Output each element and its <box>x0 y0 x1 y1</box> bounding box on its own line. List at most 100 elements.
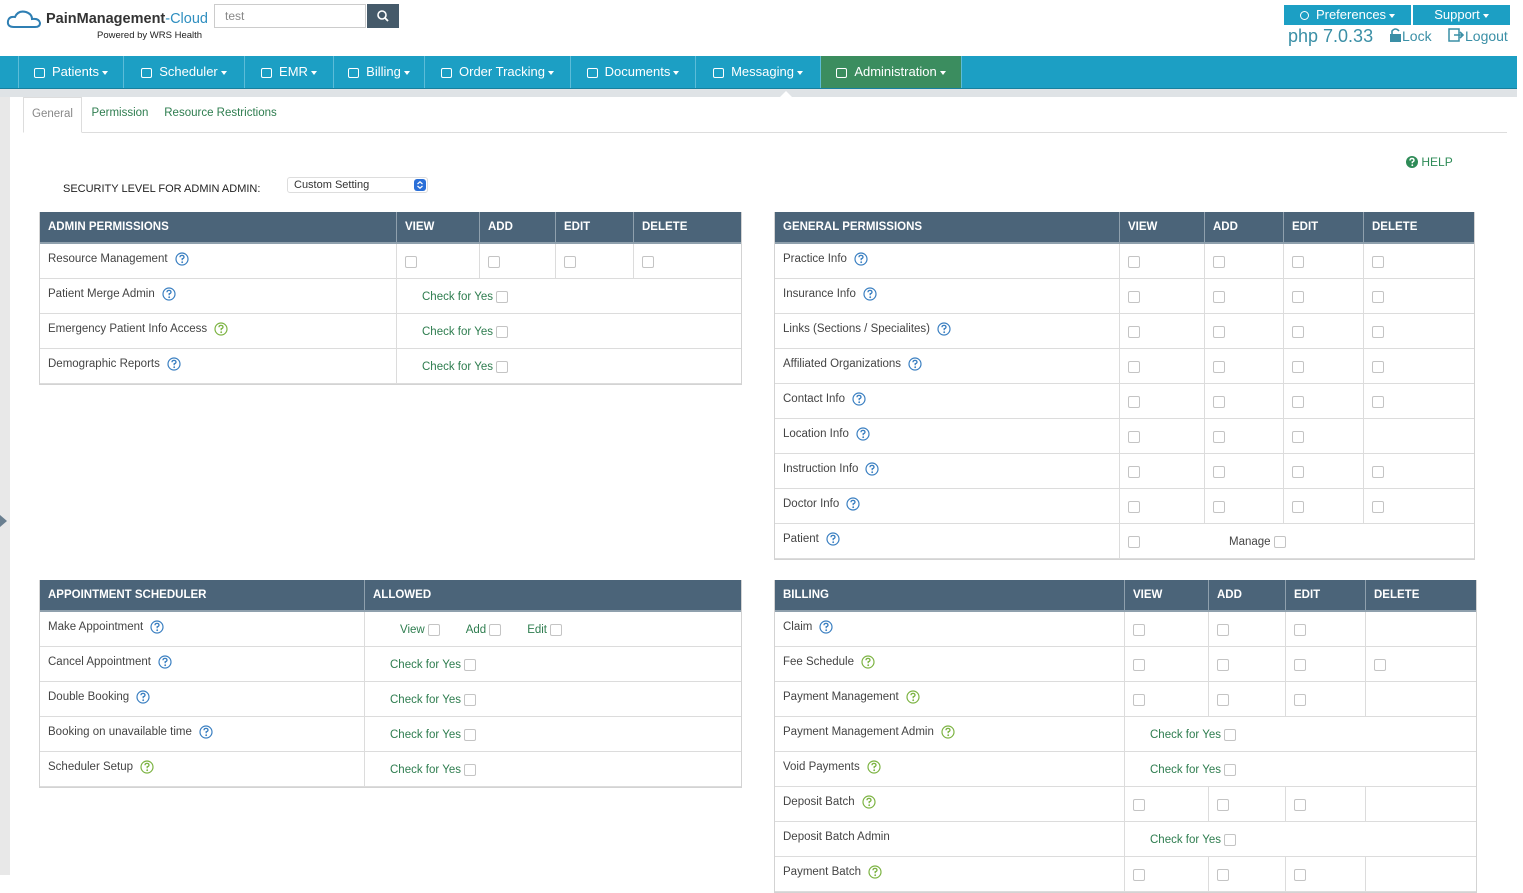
checkbox[interactable] <box>1292 290 1304 303</box>
checkbox[interactable] <box>488 255 500 268</box>
tab[interactable]: Resource Restrictions <box>164 107 277 119</box>
help-icon[interactable] <box>854 252 868 266</box>
checkbox[interactable] <box>463 693 476 706</box>
checkbox[interactable] <box>1128 255 1140 268</box>
help-icon[interactable] <box>162 287 176 301</box>
help-icon[interactable] <box>908 357 922 371</box>
search-button[interactable] <box>367 4 399 28</box>
help-icon[interactable] <box>150 620 164 634</box>
checkbox[interactable] <box>1372 255 1384 268</box>
checkbox[interactable] <box>1133 658 1145 671</box>
checkbox[interactable] <box>1372 325 1384 338</box>
help-icon[interactable] <box>856 427 870 441</box>
nav-item[interactable]: Order Tracking <box>425 56 571 88</box>
nav-item[interactable]: Scheduler <box>124 56 245 88</box>
checkbox[interactable] <box>1294 623 1306 636</box>
checkbox[interactable] <box>495 360 508 373</box>
help-icon[interactable] <box>862 795 876 809</box>
checkbox[interactable] <box>550 623 563 636</box>
help-icon[interactable] <box>819 620 833 634</box>
nav-item[interactable]: EMR <box>245 56 334 88</box>
checkbox[interactable] <box>1217 658 1229 671</box>
checkbox[interactable] <box>1217 798 1229 811</box>
help-icon[interactable] <box>136 690 150 704</box>
help-icon[interactable] <box>214 322 228 336</box>
checkbox[interactable] <box>1128 395 1140 408</box>
checkbox[interactable] <box>1217 623 1229 636</box>
checkbox[interactable] <box>1128 360 1140 373</box>
help-icon[interactable] <box>941 725 955 739</box>
checkbox[interactable] <box>1292 500 1304 513</box>
tab[interactable]: Permission <box>91 107 149 119</box>
checkbox[interactable] <box>1294 798 1306 811</box>
nav-item[interactable]: Patients <box>18 56 124 88</box>
checkbox[interactable] <box>1292 360 1304 373</box>
checkbox[interactable] <box>1213 395 1225 408</box>
checkbox[interactable] <box>1294 693 1306 706</box>
checkbox[interactable] <box>1292 325 1304 338</box>
checkbox[interactable] <box>1213 325 1225 338</box>
help-icon[interactable] <box>199 725 213 739</box>
checkbox[interactable] <box>1128 325 1140 338</box>
lock-link[interactable]: Lock <box>1389 28 1432 44</box>
checkbox[interactable] <box>564 255 576 268</box>
help-icon[interactable] <box>158 655 172 669</box>
nav-item[interactable]: Billing <box>334 56 425 88</box>
support-button[interactable]: Support <box>1413 5 1510 25</box>
checkbox[interactable] <box>1372 290 1384 303</box>
checkbox[interactable] <box>463 728 476 741</box>
checkbox[interactable] <box>1213 430 1225 443</box>
help-icon[interactable] <box>868 865 882 879</box>
checkbox[interactable] <box>1128 465 1140 478</box>
help-icon[interactable] <box>863 287 877 301</box>
help-icon[interactable] <box>846 497 860 511</box>
help-icon[interactable] <box>867 760 881 774</box>
checkbox[interactable] <box>1223 728 1236 741</box>
checkbox[interactable] <box>427 623 440 636</box>
checkbox[interactable] <box>489 623 502 636</box>
checkbox[interactable] <box>1213 360 1225 373</box>
help-icon[interactable] <box>174 252 189 266</box>
checkbox[interactable] <box>1128 430 1140 443</box>
checkbox[interactable] <box>1374 658 1386 671</box>
nav-item[interactable]: Documents <box>571 56 696 88</box>
checkbox[interactable] <box>1128 290 1140 303</box>
checkbox[interactable] <box>1128 500 1140 513</box>
checkbox[interactable] <box>1223 763 1236 776</box>
help-icon[interactable] <box>865 462 880 476</box>
checkbox[interactable] <box>1292 430 1304 443</box>
help-icon[interactable] <box>906 690 920 704</box>
checkbox[interactable] <box>1273 535 1286 548</box>
checkbox[interactable] <box>495 325 508 338</box>
nav-item[interactable]: Messaging <box>696 56 821 88</box>
checkbox[interactable] <box>642 255 654 268</box>
checkbox[interactable] <box>1217 693 1229 706</box>
help-icon[interactable] <box>852 392 866 406</box>
help-icon[interactable] <box>140 760 154 774</box>
checkbox[interactable] <box>1213 255 1225 268</box>
checkbox[interactable] <box>1128 535 1140 548</box>
sidebar-handle[interactable] <box>0 97 10 875</box>
checkbox[interactable] <box>1372 360 1384 373</box>
security-select[interactable]: Custom Setting <box>287 177 428 193</box>
help-link[interactable]: HELP <box>1406 155 1453 169</box>
checkbox[interactable] <box>495 290 508 303</box>
checkbox[interactable] <box>1133 623 1145 636</box>
checkbox[interactable] <box>1213 465 1225 478</box>
checkbox[interactable] <box>1133 693 1145 706</box>
tab[interactable]: General <box>23 97 82 133</box>
help-icon[interactable] <box>826 532 840 546</box>
checkbox[interactable] <box>1133 798 1145 811</box>
checkbox[interactable] <box>1213 500 1225 513</box>
checkbox[interactable] <box>1294 658 1306 671</box>
search-input[interactable]: test <box>214 4 366 28</box>
help-icon[interactable] <box>167 357 181 371</box>
help-icon[interactable] <box>861 655 875 669</box>
checkbox[interactable] <box>463 763 476 776</box>
preferences-button[interactable]: Preferences <box>1284 5 1411 25</box>
checkbox[interactable] <box>1223 833 1236 846</box>
nav-item[interactable]: Administration <box>821 56 962 88</box>
checkbox[interactable] <box>1292 395 1304 408</box>
checkbox[interactable] <box>1372 500 1384 513</box>
logout-link[interactable]: Logout <box>1448 28 1508 44</box>
